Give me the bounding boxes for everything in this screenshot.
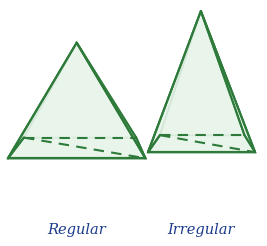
Polygon shape [8,138,146,158]
Polygon shape [8,43,146,158]
Polygon shape [148,11,255,152]
Polygon shape [77,43,146,158]
Polygon shape [24,43,136,138]
Text: Regular: Regular [47,223,106,237]
Text: Irregular: Irregular [167,223,235,237]
Polygon shape [148,11,201,152]
Polygon shape [148,135,255,152]
Polygon shape [160,11,245,135]
Polygon shape [201,11,255,152]
Polygon shape [8,43,77,158]
